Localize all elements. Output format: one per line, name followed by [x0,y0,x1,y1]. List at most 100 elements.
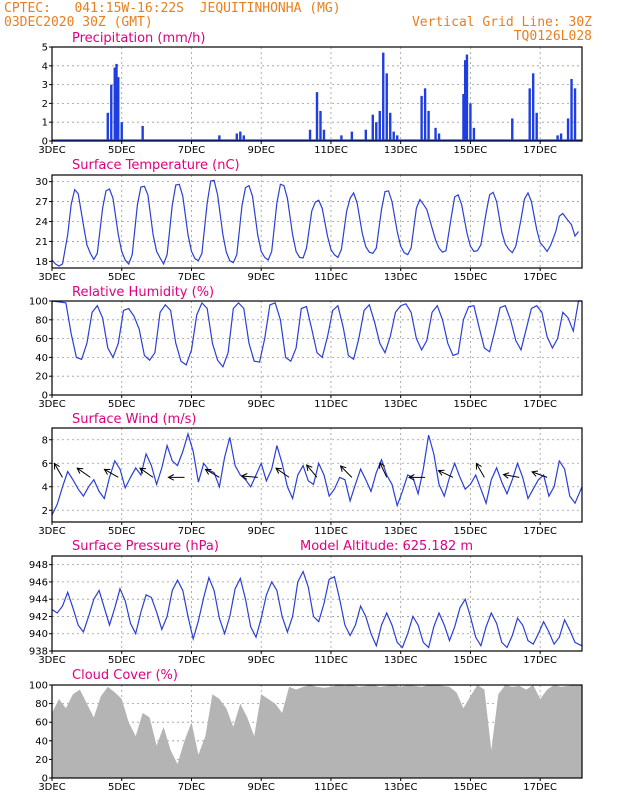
y-tick-label: 2 [42,99,48,110]
wind-arrow-head [53,462,60,470]
x-tick-label: 13DEC [384,399,418,410]
x-tick-label: 15DEC [454,782,488,793]
precip-bar [395,135,399,141]
x-tick-label: 15DEC [454,526,488,537]
y-tick-label: 942 [29,612,48,623]
x-tick-label: 5DEC [108,655,135,666]
precip-bar [570,78,573,141]
header-right-line2: TQ0126L028 [513,29,592,44]
x-tick-label: 11DEC [314,782,348,793]
y-tick-label: 100 [29,681,48,692]
x-tick-label: 7DEC [178,145,205,156]
rh-series-line [51,300,582,369]
precip-bar [469,103,472,141]
precip-bar [350,131,354,141]
x-tick-label: 3DEC [38,655,65,666]
y-tick-label: 940 [29,629,48,640]
precip-bar [566,118,570,141]
panel-frame [51,300,583,396]
wind-arrow-shaft [475,463,485,478]
x-tick-label: 13DEC [384,782,418,793]
wind-arrow-shaft [104,468,119,478]
x-tick-label: 9DEC [248,272,275,283]
precip-bar [392,131,395,141]
y-tick-label: 24 [35,217,48,228]
wind-arrow-head [103,468,111,475]
y-tick-label: 6 [42,459,48,470]
x-tick-label: 17DEC [523,782,557,793]
wind-arrow-shaft [379,462,388,478]
x-tick-label: 9DEC [248,655,275,666]
precip-bar [113,67,116,141]
panel-title: Surface Wind (m/s) [72,412,196,427]
precip-bar [375,122,378,141]
precip-bar [423,88,427,141]
precip-bar [463,60,467,141]
precip-bar [434,127,437,141]
wind-arrow-head [167,474,175,481]
x-tick-label: 15DEC [454,272,488,283]
precip-bar [308,129,312,141]
wind-arrow-shaft [438,470,454,478]
x-tick-label: 3DEC [38,526,65,537]
x-tick-label: 11DEC [314,272,348,283]
precip-bar [559,133,563,141]
x-tick-label: 15DEC [454,399,488,410]
header-left-line2: 03DEC2020 30Z (GMT) [4,15,153,30]
wind-arrow-head [502,472,510,479]
y-tick-label: 2 [42,506,48,517]
y-tick-label: 938 [29,647,48,658]
x-tick-label: 13DEC [384,526,418,537]
precip-bar [106,112,109,141]
x-tick-label: 11DEC [314,399,348,410]
x-tick-label: 5DEC [108,399,135,410]
y-tick-label: 27 [35,197,48,208]
panel-frame [51,684,583,779]
wind-arrow-head [437,469,445,476]
wind-arrow-shaft [503,474,520,478]
x-tick-label: 3DEC [38,399,65,410]
x-tick-label: 17DEC [523,145,557,156]
wind-arrow-head [139,467,147,474]
x-tick-label: 13DEC [384,655,418,666]
panel-title: Surface Pressure (hPa) [72,539,219,554]
precip-bar [364,129,368,141]
x-tick-label: 11DEC [314,655,348,666]
precip-bar [235,133,239,141]
wind-arrow-shaft [139,467,154,478]
wind-arrow-shaft [76,467,91,478]
precip-bar [117,77,120,141]
x-tick-label: 3DEC [38,145,65,156]
y-tick-label: 18 [35,257,48,268]
y-tick-label: 60 [35,718,48,729]
wind-arrow-shaft [205,468,220,478]
y-tick-label: 0 [42,391,48,402]
y-tick-label: 20 [35,372,48,383]
wind-arrow-shaft [306,464,318,478]
precip-bar [420,95,423,141]
precip-bar [115,63,118,141]
y-tick-label: 948 [29,560,48,571]
x-tick-label: 17DEC [523,526,557,537]
wind-arrow-head [475,462,482,470]
y-tick-label: 21 [35,237,48,248]
precip-bar [239,131,242,141]
x-tick-label: 9DEC [248,145,275,156]
precip-bar [528,88,531,141]
x-tick-label: 5DEC [108,526,135,537]
x-tick-label: 7DEC [178,272,205,283]
y-tick-label: 0 [42,137,48,148]
precip-bar [535,112,538,141]
precip-bar [531,73,535,141]
precip-bar [573,88,577,141]
precip-bar [340,135,343,141]
x-tick-label: 11DEC [314,145,348,156]
x-tick-label: 5DEC [108,145,135,156]
x-tick-label: 5DEC [108,272,135,283]
wind-arrow-head [76,467,84,474]
x-tick-label: 9DEC [248,399,275,410]
y-tick-label: 4 [42,482,48,493]
panel-frame [51,555,583,652]
precip-bar [110,84,113,141]
